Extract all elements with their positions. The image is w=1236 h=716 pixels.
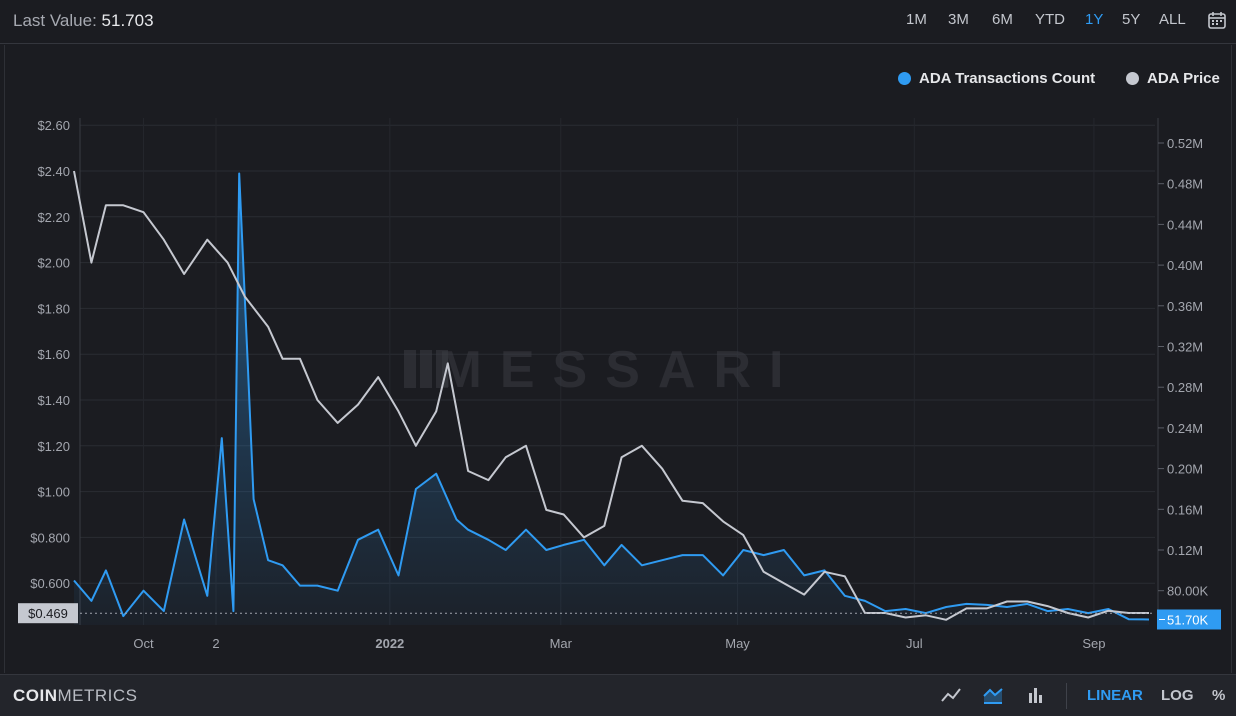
- price-line: [73, 170, 1149, 621]
- range-button-5y[interactable]: 5Y: [1122, 11, 1141, 28]
- right-tick-label: 0.24M: [1167, 421, 1203, 436]
- left-tick-label: $2.00: [37, 256, 70, 271]
- legend-label-transactions: ADA Transactions Count: [919, 70, 1096, 87]
- brand-light: METRICS: [57, 686, 138, 705]
- right-tick-label: 0.28M: [1167, 380, 1203, 395]
- scale-log-button[interactable]: LOG: [1161, 687, 1194, 704]
- legend-dot-price: [1126, 72, 1139, 85]
- range-button-1y[interactable]: 1Y: [1085, 11, 1104, 28]
- legend-label-price: ADA Price: [1147, 70, 1220, 87]
- chart-panel: [4, 45, 1232, 673]
- price-current-badge: [18, 603, 78, 624]
- transactions-line: [73, 172, 1150, 621]
- left-tick-label: $1.80: [37, 301, 70, 316]
- coinmetrics-logo: COINMETRICS: [13, 686, 138, 706]
- left-tick-label: $2.20: [37, 210, 70, 225]
- right-tick-label: 0.12M: [1167, 543, 1203, 558]
- right-tick-label: 0.36M: [1167, 299, 1203, 314]
- transactions-area: [74, 173, 1149, 625]
- footer-divider: [1066, 683, 1067, 709]
- x-tick-label: 2022: [375, 636, 404, 651]
- x-tick-label: 2: [212, 636, 219, 651]
- legend-dot-transactions: [898, 72, 911, 85]
- watermark-logo-icon: [404, 350, 448, 388]
- left-tick-label: $1.00: [37, 485, 70, 500]
- range-button-ytd[interactable]: YTD: [1035, 11, 1065, 28]
- bar-chart-icon[interactable]: [1025, 684, 1047, 711]
- last-value-label: Last Value:: [13, 11, 97, 30]
- left-tick-label: $1.20: [37, 439, 70, 454]
- left-tick-label: $0.600: [30, 576, 70, 591]
- scale-percent-button[interactable]: %: [1212, 687, 1226, 704]
- left-tick-label: $2.40: [37, 164, 70, 179]
- legend-transactions[interactable]: ADA Transactions Count: [898, 70, 1095, 87]
- right-tick-label: 0.40M: [1167, 258, 1203, 273]
- right-tick-label: 80.00K: [1167, 584, 1209, 599]
- right-tick-label: 0.16M: [1167, 502, 1203, 517]
- watermark: MESSARI: [439, 341, 802, 399]
- x-tick-label: Oct: [133, 636, 154, 651]
- right-tick-label: 0.20M: [1167, 462, 1203, 477]
- line-chart-icon[interactable]: [940, 684, 962, 711]
- range-button-3m[interactable]: 3M: [948, 11, 969, 28]
- legend-price[interactable]: ADA Price: [1126, 70, 1220, 87]
- calendar-icon[interactable]: [1207, 10, 1227, 35]
- right-tick-label: 0.48M: [1167, 177, 1203, 192]
- transactions-current-label: 51.70K: [1167, 612, 1209, 627]
- left-tick-label: $1.40: [37, 393, 70, 408]
- right-tick-label: 0.44M: [1167, 217, 1203, 232]
- last-value: Last Value: 51.703: [13, 11, 154, 31]
- x-tick-label: May: [725, 636, 750, 651]
- range-button-all[interactable]: ALL: [1159, 11, 1186, 28]
- right-tick-label: 0.32M: [1167, 340, 1203, 355]
- range-button-1m[interactable]: 1M: [906, 11, 927, 28]
- x-tick-label: Mar: [550, 636, 573, 651]
- brand-bold: COIN: [13, 686, 58, 705]
- left-tick-label: $0.800: [30, 530, 70, 545]
- top-bar: Last Value: 51.703 1M 3M 6M YTD 1Y 5Y ALL: [0, 0, 1236, 44]
- range-button-6m[interactable]: 6M: [992, 11, 1013, 28]
- left-tick-label: $1.60: [37, 347, 70, 362]
- price-current-label: $0.469: [28, 606, 68, 621]
- area-chart-icon[interactable]: [982, 684, 1004, 711]
- scale-linear-button[interactable]: LINEAR: [1087, 687, 1143, 704]
- transactions-current-badge: [1157, 609, 1221, 630]
- footer-bar: COINMETRICS LINEAR LOG %: [0, 674, 1236, 716]
- x-tick-label: Jul: [906, 636, 923, 651]
- right-tick-label: 0.52M: [1167, 136, 1203, 151]
- left-tick-label: $2.60: [37, 118, 70, 133]
- last-value-number: 51.703: [101, 11, 154, 30]
- x-tick-label: Sep: [1082, 636, 1105, 651]
